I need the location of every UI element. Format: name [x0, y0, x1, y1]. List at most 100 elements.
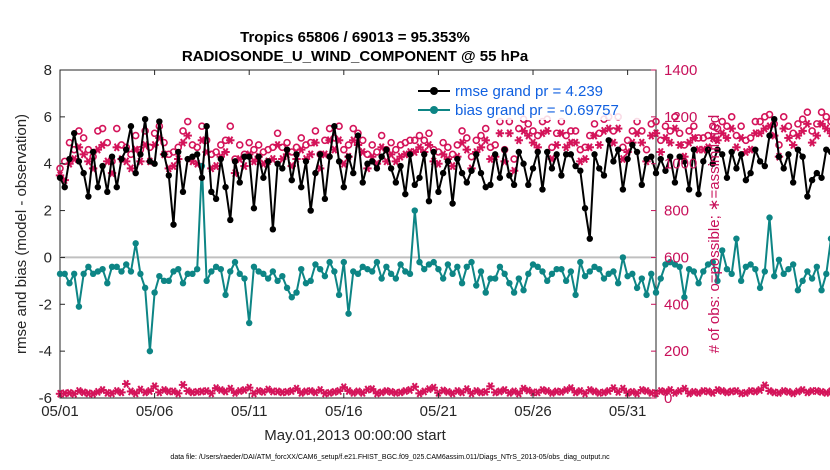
bias-point: [335, 291, 343, 299]
obs_bottom-point: [132, 389, 139, 398]
rmse-point: [714, 146, 721, 153]
rmse-point: [605, 137, 612, 144]
rmse-point: [141, 116, 149, 123]
rmse-point: [562, 151, 570, 158]
bias-point: [203, 277, 210, 285]
possible-point: [340, 145, 348, 154]
legend-bias-marker: [430, 106, 438, 114]
rmse-point: [298, 183, 305, 191]
bias-point: [761, 268, 768, 275]
possible-point: [297, 134, 306, 142]
rmse-point: [610, 158, 617, 165]
obs_bottom-point: [350, 388, 357, 397]
obs_bottom-point: [723, 388, 730, 397]
y-right-tick-label: 1200: [664, 109, 697, 126]
y-right-tick-label: 1400: [664, 62, 697, 79]
bias-point: [785, 265, 792, 273]
bias-point: [477, 268, 485, 275]
bias-point: [629, 270, 636, 278]
rmse-point: [146, 158, 154, 165]
y-right-tick-label: 600: [664, 249, 689, 266]
bias-point: [340, 258, 348, 266]
obs_bottom-point: [601, 388, 607, 397]
obs_bottom-point: [66, 388, 73, 397]
obs_bottom-point: [402, 386, 409, 396]
obs_bottom-point: [780, 386, 787, 396]
possible-point: [112, 124, 121, 133]
bias-point: [714, 277, 721, 285]
assimilated-point: [586, 143, 593, 152]
assimilated-point: [653, 129, 659, 138]
bias-point: [108, 263, 116, 270]
rmse-point: [775, 153, 783, 160]
rmse-point: [529, 165, 537, 172]
bias-point: [364, 265, 371, 273]
rmse-point: [501, 146, 508, 153]
y-left-tick-label: -6: [39, 390, 52, 407]
obs_bottom-point: [752, 387, 759, 396]
rmse-point: [794, 146, 802, 153]
obs_bottom-point: [567, 384, 574, 393]
bias-point: [402, 268, 409, 275]
obs_bottom-point: [511, 387, 518, 396]
rmse-point: [123, 146, 130, 153]
assimilated-point: [274, 140, 281, 150]
possible-point: [250, 145, 258, 154]
rmse-point: [662, 167, 669, 174]
possible-point: [567, 127, 575, 135]
bias-point: [572, 291, 579, 299]
axis-ticks: 05/01 05/06 05/11 05/16 05/21 05/26 05/31 -6 -4 -…: [39, 62, 698, 420]
assimilated-point: [388, 150, 395, 159]
rmse-point: [345, 153, 352, 160]
legend-rmse-label: rmse grand pr = 4.239: [455, 83, 603, 100]
rmse-point: [704, 146, 712, 153]
rmse-point: [581, 205, 589, 212]
rmse-point: [108, 153, 116, 160]
assimilated-point: [752, 129, 759, 138]
legend-box: [414, 78, 648, 120]
rmse-series: [56, 116, 830, 242]
obs_bottom-point: [123, 379, 130, 389]
assimilated-point: [222, 147, 229, 157]
obs_bottom-point: [473, 386, 480, 396]
assimilated-point: [326, 136, 333, 145]
obs_bottom-point: [317, 385, 324, 395]
bias-point: [553, 265, 560, 273]
bias-point: [491, 275, 499, 282]
assimilated-point: [624, 147, 631, 157]
possible-point: [444, 143, 452, 152]
y-left-tick-label: 8: [44, 62, 52, 79]
assimilated-point: [723, 133, 730, 143]
assimilated-point: [350, 136, 357, 145]
bias-point: [662, 261, 669, 268]
obs_bottom-point: [364, 385, 371, 394]
assimilated-point: [638, 138, 645, 147]
assimilated-point: [99, 140, 106, 150]
rmse-point: [189, 153, 196, 160]
rmse-point: [808, 176, 816, 184]
assimilated-point: [709, 133, 716, 143]
x-tick-label: 05/06: [136, 403, 174, 420]
rmse-point: [733, 165, 740, 172]
bias-point: [676, 263, 683, 270]
assimilated-point: [321, 150, 328, 159]
assimilated-point: [515, 136, 522, 145]
obs_bottom-point: [520, 384, 527, 393]
possible-point: [779, 113, 788, 121]
assimilated-point: [123, 157, 130, 166]
x-tick-label: 05/11: [231, 403, 267, 420]
obs_bottom-point: [411, 382, 418, 391]
assimilated-point: [563, 143, 570, 152]
possible-point: [98, 124, 107, 133]
rmse-point: [723, 174, 731, 181]
bias-point: [534, 263, 541, 270]
rmse-point: [80, 169, 87, 177]
bias-point: [780, 270, 787, 278]
obs_bottom-point: [719, 386, 726, 396]
rmse-point: [520, 160, 527, 167]
bias-point: [212, 263, 220, 270]
possible-point: [642, 145, 651, 154]
bias-point: [260, 270, 267, 278]
bias-point: [316, 265, 324, 273]
obs_bottom-point: [392, 388, 399, 397]
